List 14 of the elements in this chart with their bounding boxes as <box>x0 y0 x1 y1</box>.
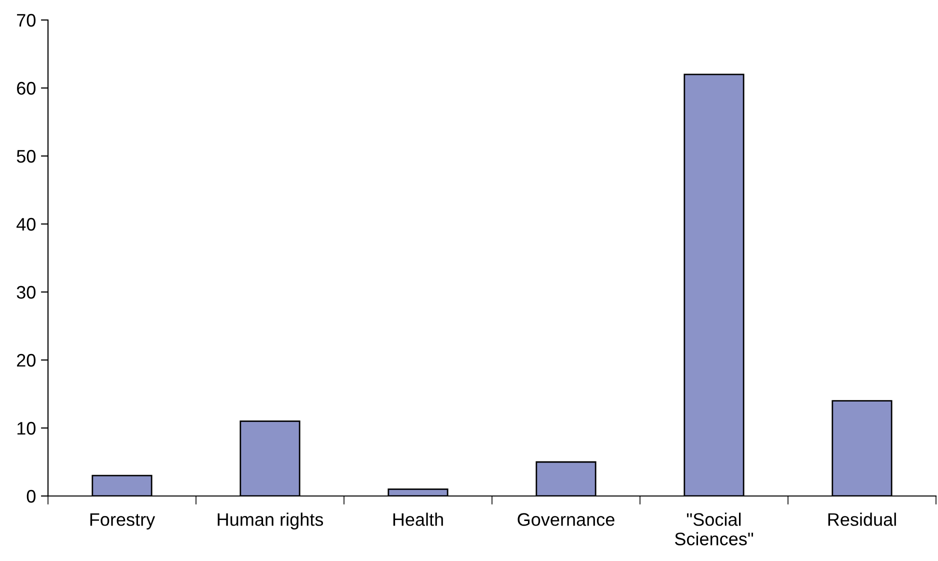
y-tick-label: 70 <box>17 14 36 27</box>
y-tick-label: 10 <box>17 422 36 435</box>
y-tick-label: 50 <box>16 150 36 163</box>
x-tick-label: Health <box>393 512 443 526</box>
x-tick-label: Human rights <box>218 512 324 530</box>
y-tick-label: 60 <box>17 82 36 95</box>
x-tick-label: Forestry <box>90 513 156 530</box>
y-tick-label: 40 <box>16 218 36 231</box>
y-tick-label: 20 <box>17 354 36 367</box>
y-tick-label: 30 <box>16 286 36 299</box>
x-tick-label: "Social Sciences" <box>674 512 754 546</box>
y-tick-label: 0 <box>26 490 36 503</box>
x-tick-label: Governance <box>518 513 614 526</box>
x-tick-label: Residual <box>828 512 896 526</box>
